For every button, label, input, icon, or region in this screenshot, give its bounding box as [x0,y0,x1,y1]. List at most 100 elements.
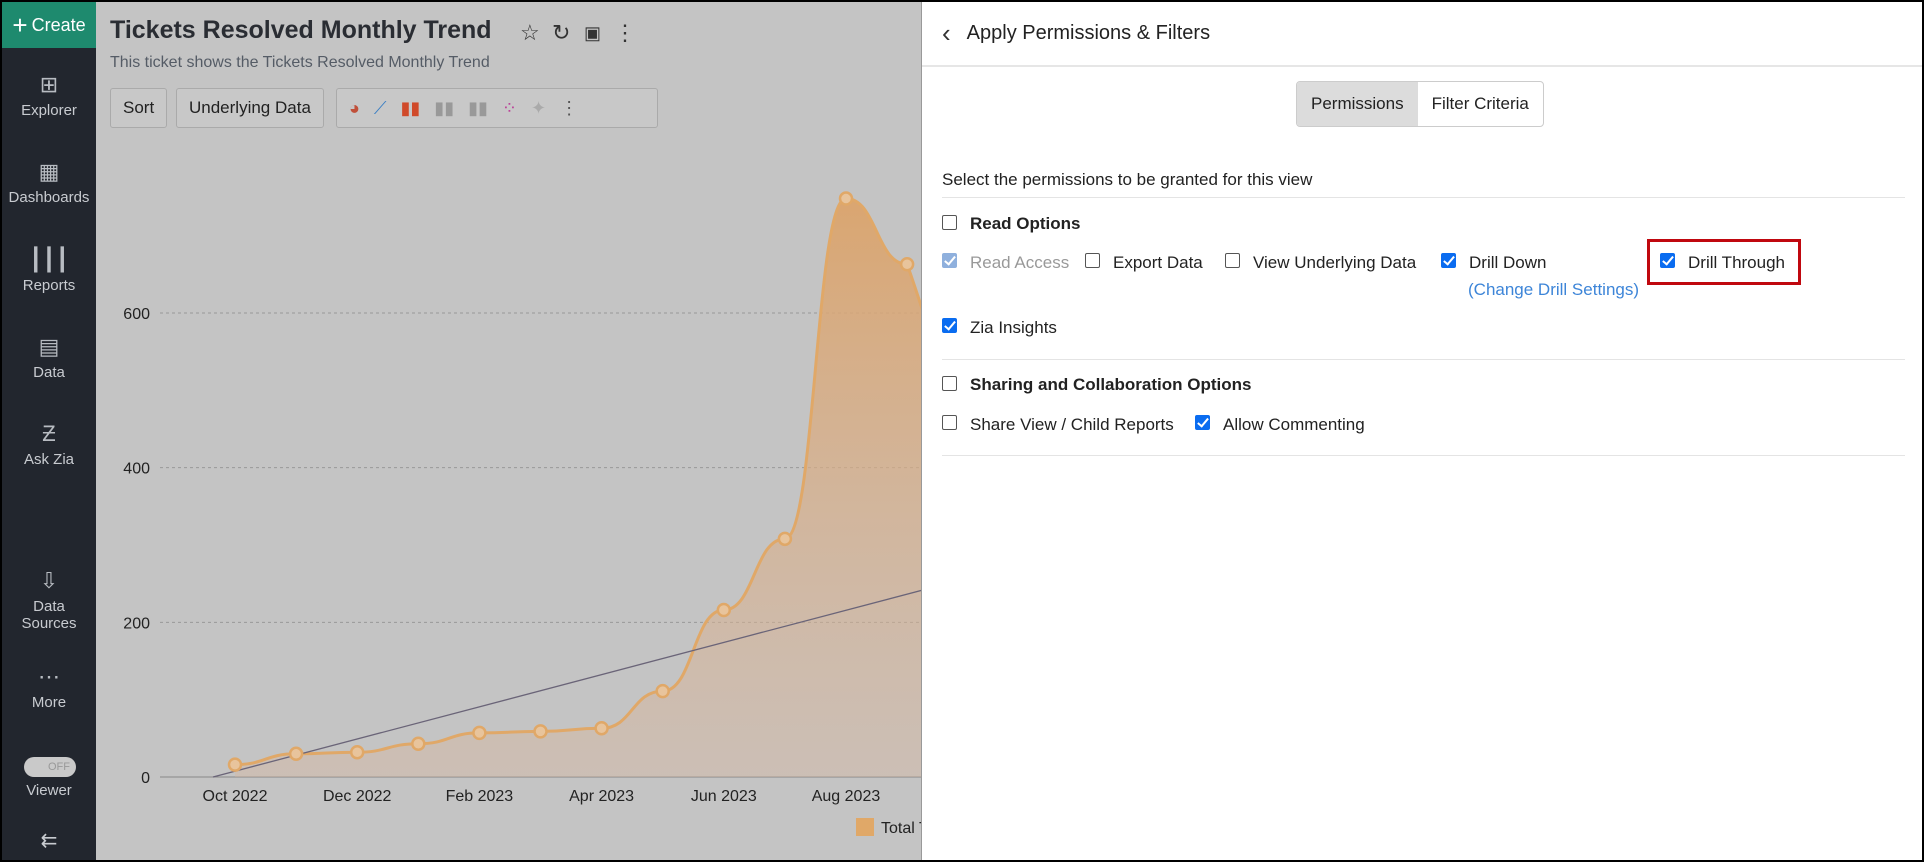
sidebar-item-dashboards[interactable]: ▦ Dashboards [2,159,96,206]
x-tick-label: Dec 2022 [323,788,392,805]
tab-filter-criteria[interactable]: Filter Criteria [1431,94,1529,113]
allow-commenting-checkbox[interactable] [1195,415,1210,430]
share-view-checkbox[interactable] [942,415,957,430]
x-tick-label: Jun 2023 [691,788,757,805]
x-tick-label: Oct 2022 [203,788,268,805]
more-icon: ⋯ [38,664,60,689]
nav-label: Dashboards [8,189,90,206]
sidebar-item-data[interactable]: ▤ Data [2,334,96,381]
zia-insights-checkbox[interactable] [942,318,957,333]
data-point [777,531,793,547]
read-access-checkbox [942,253,957,268]
refresh-icon[interactable]: ↻ [552,20,571,45]
sharing-options-checkbox[interactable] [942,376,957,391]
data-point [227,757,243,772]
series-line [234,197,1001,767]
data-point [288,746,304,762]
drill-through-highlight [1647,239,1801,285]
zia-insights-label: Zia Insights [970,318,1057,337]
drill-through-checkbox[interactable] [1660,253,1675,268]
tab-group: Permissions Filter Criteria [1296,81,1544,127]
view-underlying-data-label: View Underlying Data [1253,253,1417,272]
nav-label: Explorer [21,102,77,119]
instruction-text: Select the permissions to be granted for… [942,170,1313,189]
toggle-state: OFF [48,761,70,773]
zia-icon: Ƶ [42,421,56,446]
sidebar-item-more[interactable]: ⋯ More [2,664,96,711]
area-fill [235,198,999,778]
nav-label: Ask Zia [23,451,74,468]
allow-commenting-label: Allow Commenting [1223,415,1365,434]
report-subtitle: This ticket shows the Tickets Resolved M… [110,54,490,71]
trend-line [212,569,999,778]
sharing-options-label: Sharing and Collaboration Options [970,375,1252,394]
pie-chart-icon[interactable]: ◕ [349,97,360,118]
panel-header: ‹ Apply Permissions & Filters [922,2,1922,67]
viewer-label: Viewer [26,782,72,799]
data-point [411,736,426,751]
drill-through-label: Drill Through [1688,253,1786,272]
viewer-toggle[interactable]: OFF [24,757,76,777]
read-access-label: Read Access [970,253,1070,272]
reports-icon: ┃┃┃ [29,247,69,272]
sidebar-item-reports[interactable]: ┃┃┃ Reports [2,247,96,294]
sidebar-item-data-sources[interactable]: ⇩ Data Sources [2,568,96,632]
change-drill-settings-link[interactable]: (Change Drill Settings) [1468,280,1640,299]
legend-checkbox [856,818,874,836]
underlying-data-button[interactable]: Underlying Data [176,88,324,128]
data-point [655,683,670,699]
report-title: Tickets Resolved Monthly Trend [110,16,492,44]
nav-label: More [31,694,67,711]
view-underlying-data-checkbox[interactable] [1225,253,1240,268]
create-label: Create [31,14,86,35]
y-tick-label: 400 [123,461,150,478]
panel-title: Apply Permissions & Filters [966,22,1211,44]
data-point [716,602,732,618]
data-sources-icon: ⇩ [39,568,59,593]
sidebar: + Create ⊞ Explorer ▦ Dashboards ┃┃┃ Reports… [2,2,96,860]
data-point [594,721,609,736]
drill-down-label: Drill Down [1469,253,1547,272]
sidebar-item-ask-zia[interactable]: Ƶ Ask Zia [2,421,96,468]
save-icon[interactable]: ▣ [584,23,602,43]
nav-label: Data Sources [21,598,77,632]
scatter-icon[interactable]: ⁘ [501,97,518,118]
dashboards-icon: ▦ [38,159,60,184]
export-data-label: Export Data [1113,253,1203,272]
export-data-checkbox[interactable] [1085,253,1100,268]
drill-down-checkbox[interactable] [1441,253,1456,268]
y-tick-label: 600 [123,306,150,323]
x-tick-label: Aug 2023 [812,788,881,805]
map-icon[interactable]: ✦ [531,97,547,118]
data-point [838,191,854,206]
collapse-sidebar-icon[interactable]: ⇇ [40,830,58,852]
back-chevron-icon[interactable]: ‹ [942,18,951,48]
grouped-bar-icon[interactable]: ▮▮ [468,97,488,118]
sort-button[interactable]: Sort [110,88,168,128]
area-chart: 0 200 400 600 Oct 2022 Dec 2022 Feb 2023 Apr 20… [123,191,1096,837]
line-chart-icon[interactable]: ⟋ [373,97,387,118]
more-chart-options-icon[interactable]: ⋮ [560,97,579,118]
bar-chart-icon[interactable]: ▮▮ [400,97,421,118]
legend-label: Total T [881,820,929,837]
share-view-label: Share View / Child Reports [970,415,1174,434]
divider [942,359,1905,360]
star-icon[interactable]: ☆ [520,20,540,45]
divider [942,455,1905,456]
read-options-label: Read Options [970,214,1081,233]
y-tick-label: 200 [123,615,150,632]
create-button[interactable]: + Create [2,2,96,48]
permissions-panel: ‹ Apply Permissions & Filters Permission… [921,2,1922,860]
x-tick-label: Feb 2023 [446,788,514,805]
x-tick-label: Apr 2023 [569,788,634,805]
nav-label: Reports [22,277,76,294]
tab-permissions[interactable]: Permissions [1297,82,1418,126]
data-point [349,745,365,760]
data-point [533,724,548,739]
read-options-checkbox[interactable] [942,215,957,230]
sidebar-item-explorer[interactable]: ⊞ Explorer [2,72,96,119]
explorer-icon: ⊞ [39,72,59,97]
plus-icon: + [12,10,28,40]
more-vertical-icon[interactable]: ⋮ [614,20,636,45]
stacked-bar-icon[interactable]: ▮▮ [434,97,455,118]
